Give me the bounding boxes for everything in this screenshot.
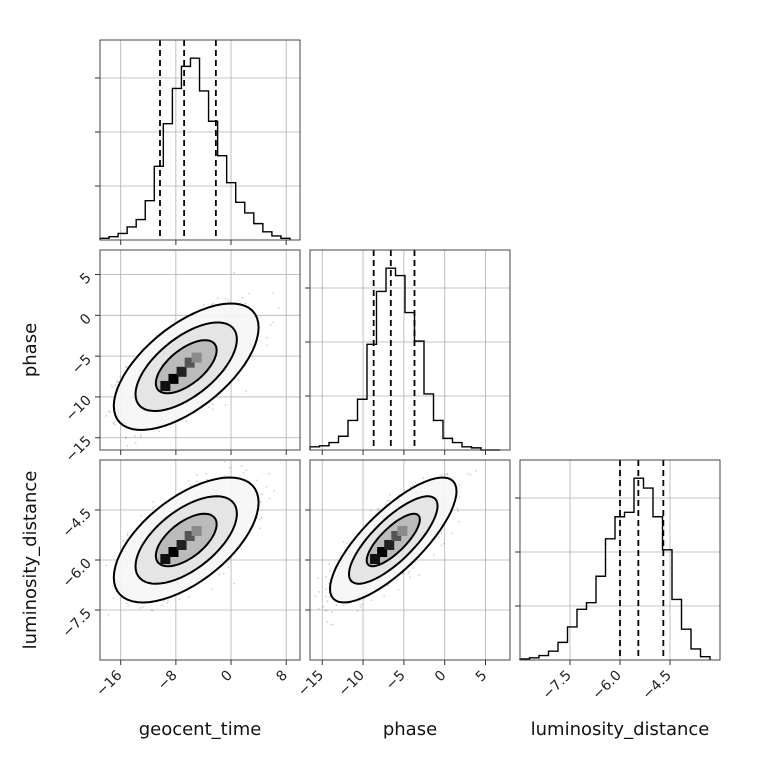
x-tick-label-geocent_time: −16: [93, 667, 125, 699]
x-tick-label-geocent_time: 8: [273, 668, 291, 686]
x-tick-label-phase: 5: [473, 668, 491, 686]
density-geocent_time-luminosity_distance: [100, 461, 275, 623]
density-peak: [191, 526, 202, 536]
y-tick-label-luminosity_distance: −6.0: [59, 556, 94, 591]
y-tick-label-phase: −10: [63, 392, 95, 424]
panel-frame: [99, 249, 301, 451]
panel-bg: [310, 250, 510, 450]
panel-frame: [309, 249, 511, 451]
x-tick-label-phase: −5: [383, 668, 409, 694]
density-peak: [168, 373, 179, 384]
density-phase-luminosity_distance: [314, 469, 477, 626]
y-axis-label-1: phase: [20, 323, 41, 377]
density-peak: [184, 531, 195, 541]
x-tick-label-luminosity_distance: −6.0: [589, 668, 624, 703]
x-axis-label-2: luminosity_distance: [531, 719, 710, 740]
histogram-phase: [309, 267, 500, 451]
density-geocent_time-phase: [105, 271, 280, 447]
x-tick-label-phase: 0: [432, 668, 450, 686]
density-peak: [160, 554, 171, 564]
x-tick-label-geocent_time: −8: [155, 668, 181, 694]
histogram-geocent_time: [99, 57, 291, 240]
density-peak: [168, 547, 179, 557]
x-tick-label-phase: −15: [295, 668, 327, 700]
density-peak: [384, 540, 395, 550]
density-peak: [176, 366, 187, 377]
y-tick-label-luminosity_distance: −7.5: [59, 606, 94, 641]
x-tick-label-luminosity_distance: −7.5: [539, 668, 574, 703]
panel-2-2: [519, 460, 720, 660]
density-peak: [391, 531, 402, 541]
panel-1-0: [100, 250, 300, 450]
x-tick-label-geocent_time: 0: [218, 668, 236, 686]
y-tick-label-phase: −15: [63, 433, 95, 465]
density-peak: [370, 554, 381, 564]
x-axis-label-1: phase: [383, 719, 437, 740]
density-peak: [160, 380, 171, 391]
y-tick-label-luminosity_distance: −4.5: [59, 506, 94, 541]
panel-2-0: [100, 460, 300, 660]
x-axis-label-0: geocent_time: [139, 719, 262, 740]
panel-1-1: [309, 250, 510, 451]
y-tick-label-phase: 0: [77, 311, 95, 329]
panel-2-1: [310, 460, 510, 660]
panel-0-0: [99, 40, 300, 240]
density-peak: [191, 352, 202, 363]
y-tick-label-phase: −5: [69, 352, 95, 378]
panel-frame: [99, 39, 301, 241]
histogram-luminosity_distance: [519, 477, 711, 660]
x-tick-label-luminosity_distance: −4.5: [639, 668, 674, 703]
density-peak: [184, 357, 195, 368]
x-tick-label-phase: −10: [336, 668, 368, 700]
y-axis-label-2: luminosity_distance: [20, 471, 41, 650]
y-tick-label-phase: 5: [77, 270, 95, 288]
density-peak: [377, 547, 388, 557]
density-peak: [176, 540, 187, 550]
density-peak: [397, 526, 408, 536]
